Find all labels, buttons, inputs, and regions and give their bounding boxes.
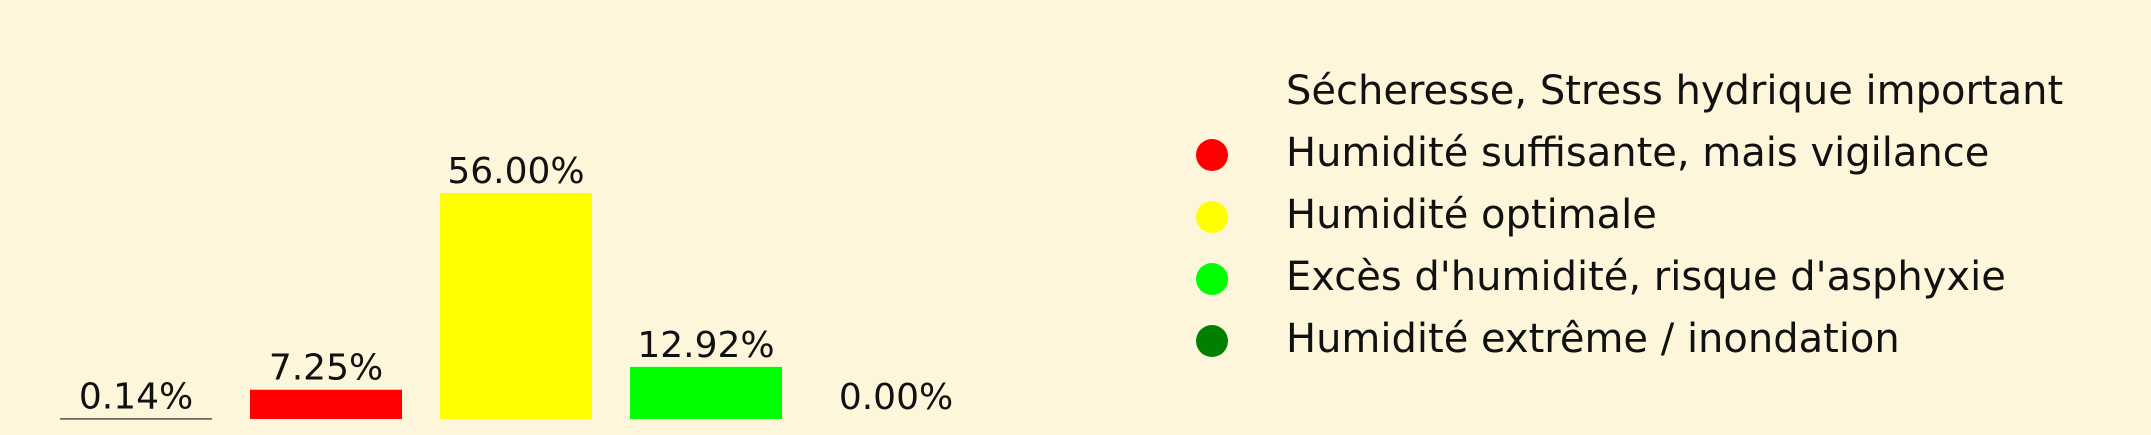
legend-marker-humidite-extreme [1196,325,1228,357]
data-label-4: 0.00% [839,377,953,418]
legend-marker-humidite-optimale [1196,201,1228,233]
legend-marker-exces-humidite [1196,263,1228,295]
bar-0 [60,418,212,420]
legend-marker-humidite-suffisante [1196,139,1228,171]
data-label-2: 56.00% [447,151,584,192]
legend-label-exces-humidite: Excès d'humidité, risque d'asphyxie [1286,254,2006,300]
legend-label-secheresse: Sécheresse, Stress hydrique important [1286,68,2064,114]
bar-1 [250,389,402,419]
data-label-1: 7.25% [269,348,383,389]
data-label-0: 0.14% [79,376,193,417]
legend-label-humidite-suffisante: Humidité suffisante, mais vigilance [1286,130,1990,176]
legend-label-humidite-extreme: Humidité extrême / inondation [1286,316,1900,362]
bar-2 [440,193,592,419]
bar-3 [630,366,782,419]
data-label-3: 12.92% [637,325,774,366]
legend-label-humidite-optimale: Humidité optimale [1286,192,1657,238]
